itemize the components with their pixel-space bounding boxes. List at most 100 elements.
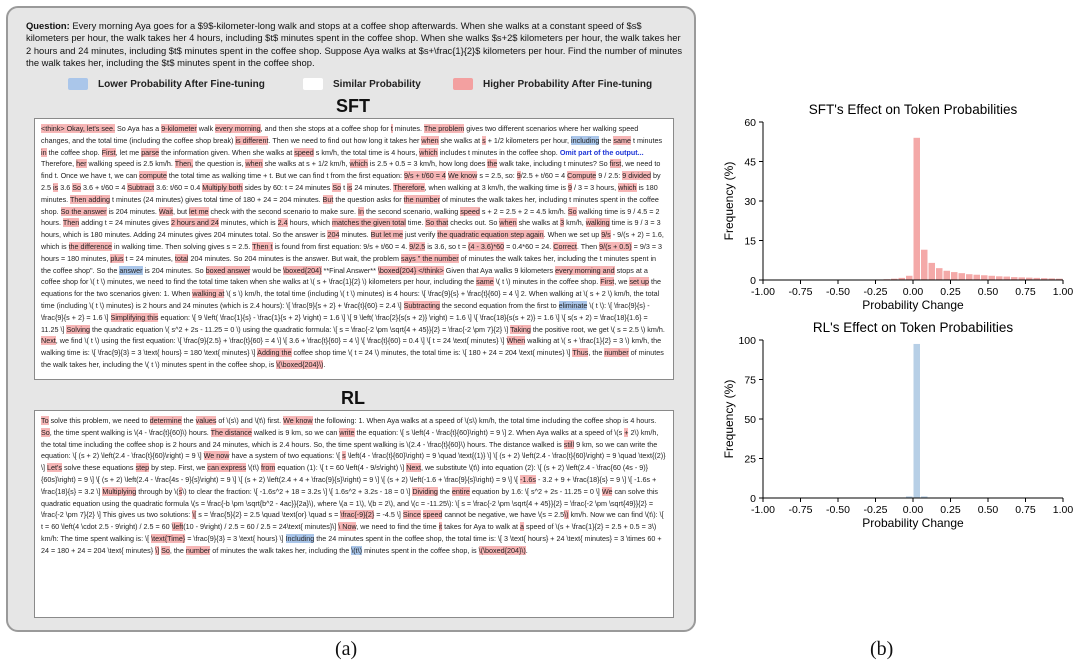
token-similar: includes t minutes in the coffee shop. (437, 147, 560, 157)
token-higher: is (347, 182, 353, 192)
token-higher: 2.4 (277, 218, 288, 228)
token-higher: when (245, 159, 263, 169)
token-similar: km/h, (564, 218, 586, 228)
token-higher: plus (110, 253, 124, 263)
token-higher: her (76, 159, 87, 169)
token-higher: \(\boxed{204}\) (276, 359, 324, 369)
token-higher: To (41, 416, 49, 425)
histogram-bar (966, 274, 973, 280)
token-higher: every morning (215, 124, 261, 133)
token-higher: Solving (66, 324, 91, 334)
token-higher: Subtract (127, 182, 155, 192)
token-higher: in (41, 147, 47, 157)
token-similar: 3.6 (58, 182, 73, 192)
token-higher: set up (629, 277, 650, 287)
token-similar: she walks at s + 1/2 km/h, (262, 159, 350, 169)
histogram-bar (906, 496, 913, 498)
token-higher: still (563, 439, 575, 449)
token-similar: 2\) km/h, the total time including the c… (41, 427, 659, 449)
token-similar: Given that Aya walks 9 kilometers (443, 265, 556, 275)
token-higher: when (421, 135, 439, 145)
token-higher: 9-kilometer (161, 124, 197, 133)
token-higher: first (609, 159, 622, 169)
token-higher: So that (425, 218, 449, 228)
y-tick-label: 50 (744, 414, 756, 426)
token-similar: would be (250, 265, 284, 275)
token-similar: . (525, 545, 528, 555)
token-similar: through by \( (136, 486, 179, 496)
token-similar: - 3.2 + 9 + \frac{18}{s} = 9 \] \[ -1.6s… (41, 474, 657, 496)
token-higher: speed (460, 206, 480, 216)
token-lower: answer (119, 265, 143, 275)
token-higher: it (438, 522, 443, 532)
token-similar: , and then she stops at a coffee shop fo… (260, 124, 391, 133)
token-similar: , we (614, 277, 630, 287)
histogram-bar (1026, 277, 1033, 280)
histogram-bar (981, 275, 988, 280)
token-higher: We now (203, 451, 230, 461)
token-higher: But let me (370, 230, 403, 240)
token-higher: Dividing (412, 486, 438, 496)
histogram-bar (921, 496, 928, 498)
token-similar: walking time is 9 / 4.5 = 2 hours. (41, 206, 660, 228)
token-similar: **Final Answer** (321, 265, 378, 275)
token-similar: . Then (576, 241, 600, 251)
token-similar: the (599, 135, 614, 145)
token-similar: , we need to find the time (356, 522, 439, 532)
token-similar: checks out. So (448, 218, 500, 228)
token-higher: \frac{-9}{2} (340, 510, 375, 520)
token-similar: hours, which (287, 218, 332, 228)
token-higher: -1.6s (520, 474, 536, 484)
token-higher: The problem (423, 124, 465, 133)
rl-output-box: To solve this problem, we need to determ… (34, 410, 674, 618)
token-higher: 9/s (601, 230, 611, 240)
token-higher: 204 (327, 230, 340, 240)
histogram-bar (943, 270, 950, 280)
histogram-bar (973, 274, 980, 280)
x-tick-label: 0.75 (1015, 286, 1036, 298)
token-lower: eliminate (558, 300, 588, 310)
token-similar: is found from first equation: 9/s + t/60… (272, 241, 410, 251)
token-higher: + (624, 427, 629, 437)
x-tick-label: -0.75 (789, 286, 813, 298)
token-similar: \) to clear the fraction: \[ -1.6s^2 + 1… (182, 486, 413, 496)
token-higher: \[ (192, 510, 197, 520)
token-similar: s + 2 = 2.5 + 2 = 4.5 km/h. (479, 206, 568, 216)
token-higher: speed (294, 147, 314, 157)
x-tick-label: 0.50 (978, 504, 999, 516)
token-similar: the coffee shop. (46, 147, 102, 157)
token-similar: , when walking at 3 km/h, the walking ti… (424, 182, 568, 192)
token-higher: walking at (192, 289, 225, 299)
token-higher: 9 (516, 171, 521, 181)
token-similar: by step. First, we (149, 463, 208, 473)
x-tick-label: -0.50 (826, 286, 850, 298)
histogram-bar (1011, 277, 1018, 280)
token-similar: \( s \) km/h, the total time (including … (41, 289, 660, 310)
panel-a-box: Question: Every morning Aya goes for a $… (6, 6, 696, 632)
histogram-bar (1003, 276, 1010, 280)
token-similar: is 2.5 + 0.5 = 3 km/h, how long does (367, 159, 488, 169)
token-higher: every morning and (555, 265, 615, 275)
x-tick-label: -1.00 (751, 286, 775, 298)
token-similar: 9 / 2.5: (596, 171, 623, 181)
rl-histogram: RL's Effect on Token Probabilities -1.00 -… (722, 320, 1073, 530)
token-higher: \] (155, 545, 160, 555)
legend-swatch-similar (303, 78, 323, 91)
token-higher: Then t (252, 241, 273, 251)
token-similar: the information given. When she walks at (159, 147, 295, 157)
token-higher: number (604, 348, 629, 358)
x-tick-label: -0.25 (864, 504, 888, 516)
x-tick-label: -1.00 (751, 504, 775, 516)
token-similar: she walks at (438, 135, 483, 145)
token-higher: the number (403, 194, 441, 204)
token-similar: the question is, (193, 159, 246, 169)
histogram-bar (928, 262, 935, 280)
x-tick-label: 0.75 (1015, 504, 1036, 516)
token-similar: 3.6: t/60 = 0.4 (154, 182, 203, 192)
token-higher: Multiplying (102, 486, 137, 496)
token-higher: So (161, 545, 170, 555)
legend-item-higher: Higher Probability After Fine-tuning (453, 78, 652, 92)
token-similar: . Then we need to find out how long it t… (268, 135, 422, 145)
x-tick-label: -0.25 (864, 286, 888, 298)
token-similar: + 1/2 kilometers per hour, (485, 135, 572, 145)
